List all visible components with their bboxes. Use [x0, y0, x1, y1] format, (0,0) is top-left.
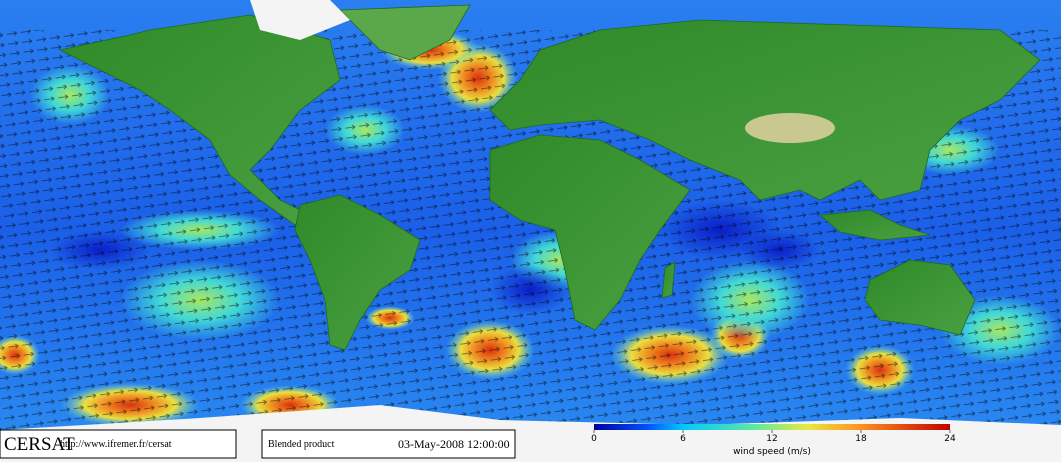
arctic-ice: [250, 0, 350, 40]
south-america: [294, 194, 421, 351]
greenland: [339, 4, 471, 61]
colorbar-ticks: 0 6 12 18 24: [591, 430, 956, 444]
indonesia: [819, 209, 931, 241]
colorbar-tick-label: 24: [944, 434, 956, 444]
north-america: [58, 14, 341, 226]
colorbar-tick-label: 0: [591, 434, 597, 444]
australia: [864, 259, 976, 336]
logo-box: [0, 429, 237, 459]
madagascar: [661, 261, 676, 299]
colorbar-tick-label: 6: [680, 434, 686, 444]
africa: [489, 134, 691, 331]
product: Blended product: [268, 439, 335, 450]
eurasia: [489, 19, 1041, 201]
product-box: [261, 429, 516, 459]
url: http://www.ifremer.fr/cersat: [60, 439, 172, 450]
colorbar-tick-label: 18: [855, 434, 867, 444]
colorbar: [594, 424, 950, 430]
colorbar-label: wind speed (m/s): [733, 447, 811, 457]
colorbar-tick-label: 12: [766, 434, 777, 444]
date: 03-May-2008 12:00:00: [398, 437, 510, 451]
continents: [58, 4, 1041, 351]
tibet: [745, 113, 835, 143]
logo: CERSAT: [4, 434, 75, 455]
